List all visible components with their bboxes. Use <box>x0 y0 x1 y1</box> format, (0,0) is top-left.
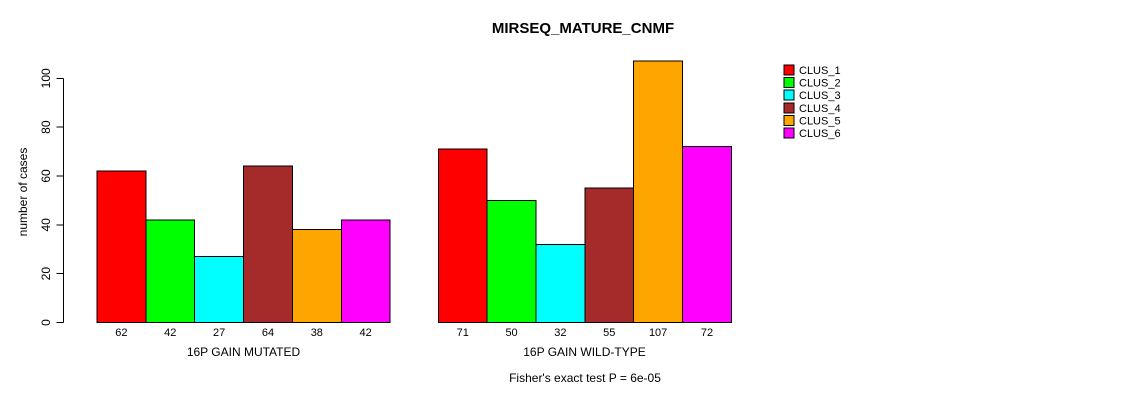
group-label-mutated: 16P GAIN MUTATED <box>187 345 301 359</box>
y-tick-label: 80 <box>39 120 53 134</box>
legend-label-clus_4: CLUS_4 <box>799 103 841 115</box>
bar-value-label: 27 <box>213 327 225 339</box>
bar-clus_1-group1 <box>96 170 147 323</box>
legend-swatch-clus_2 <box>783 77 795 89</box>
bar-value-label: 72 <box>701 327 713 339</box>
legend-label-clus_2: CLUS_2 <box>799 78 841 90</box>
bar-value-label: 42 <box>164 327 176 339</box>
bar-clus_3-group2 <box>535 243 586 323</box>
bar-clus_5-group1 <box>291 229 342 323</box>
bar-value-label: 64 <box>262 327 274 339</box>
legend-label-clus_5: CLUS_5 <box>799 115 841 127</box>
chart-title: MIRSEQ_MATURE_CNMF <box>492 20 674 37</box>
bar-clus_3-group1 <box>194 256 245 324</box>
bar-clus_2-group1 <box>145 219 196 324</box>
y-axis: 0 20 40 60 80 100 <box>39 68 64 326</box>
y-tick-label: 60 <box>39 169 53 183</box>
y-tick-label: 100 <box>39 68 53 88</box>
bar-value-label: 38 <box>311 327 323 339</box>
bar-clus_5-group2 <box>633 60 684 324</box>
bar-value-label: 62 <box>115 327 127 339</box>
bar-value-labels-layer: 62 71 42 50 27 32 64 55 38 107 42 72 <box>115 327 713 339</box>
legend-swatch-clus_3 <box>783 89 795 101</box>
bar-value-label: 42 <box>360 327 372 339</box>
bar-clus_4-group2 <box>584 187 635 323</box>
bar-clus_6-group1 <box>340 219 391 324</box>
bar-clus_2-group2 <box>486 199 537 323</box>
group-label-wild-type: 16P GAIN WILD-TYPE <box>523 345 645 359</box>
y-tick-label: 20 <box>39 267 53 281</box>
legend-swatch-clus_6 <box>783 127 795 139</box>
bar-value-label: 107 <box>649 327 667 339</box>
legend-label-clus_1: CLUS_1 <box>799 65 841 77</box>
legend-swatch-clus_4 <box>783 102 795 114</box>
y-axis-label: number of cases <box>16 148 30 237</box>
fisher-test-caption: Fisher's exact test P = 6e-05 <box>509 371 661 385</box>
legend-swatch-clus_5 <box>783 114 795 126</box>
bar-value-label: 32 <box>554 327 566 339</box>
bar-clus_1-group2 <box>437 148 488 323</box>
y-tick-label: 40 <box>39 218 53 232</box>
legend-label-clus_6: CLUS_6 <box>799 128 841 140</box>
bar-value-label: 55 <box>603 327 615 339</box>
legend-label-clus_3: CLUS_3 <box>799 90 841 102</box>
bar-value-label: 50 <box>505 327 517 339</box>
bars-layer <box>96 60 732 324</box>
bar-clus_6-group2 <box>682 146 732 323</box>
bar-value-label: 71 <box>457 327 469 339</box>
bar-clus_4-group1 <box>243 165 293 323</box>
y-tick-label: 0 <box>39 319 53 326</box>
legend-swatch-clus_1 <box>783 64 795 76</box>
